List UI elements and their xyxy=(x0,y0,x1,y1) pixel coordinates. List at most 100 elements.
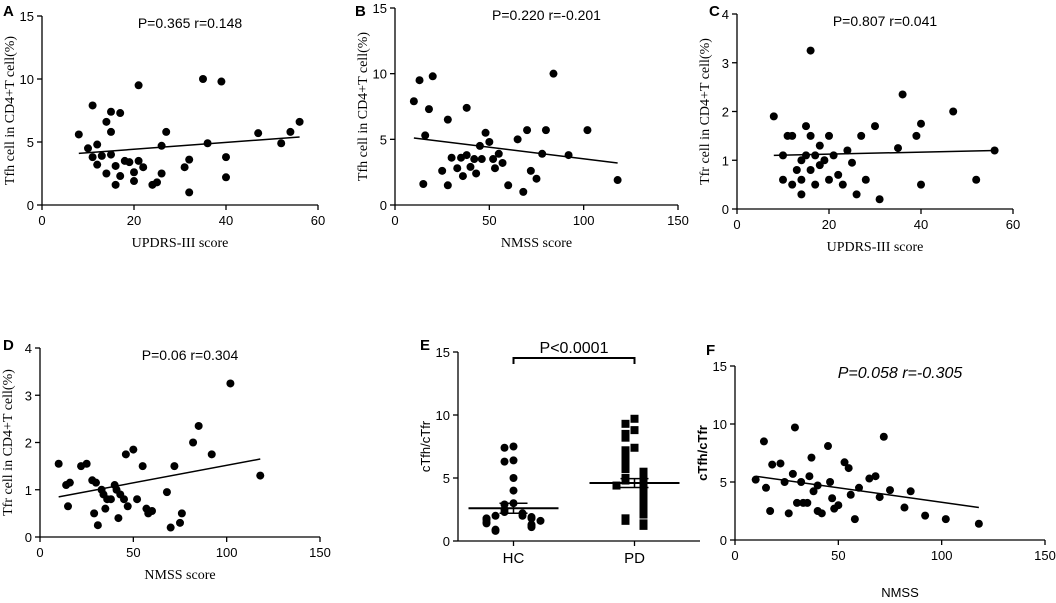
x-tick-label: 20 xyxy=(822,217,836,232)
point xyxy=(834,170,843,179)
point xyxy=(807,453,816,462)
point xyxy=(844,464,853,473)
x-tick-label: 60 xyxy=(311,213,325,228)
point xyxy=(630,443,639,452)
point xyxy=(621,476,630,485)
point xyxy=(840,458,849,467)
point xyxy=(157,141,166,150)
y-tick-label: 0 xyxy=(25,530,32,545)
point xyxy=(162,127,171,136)
point xyxy=(134,156,143,165)
point xyxy=(526,166,535,175)
point xyxy=(917,180,925,189)
point xyxy=(415,76,424,85)
point xyxy=(498,158,507,167)
point xyxy=(825,175,833,184)
x-tick-label: 0 xyxy=(36,545,43,560)
point xyxy=(491,526,500,535)
point xyxy=(871,122,879,131)
point xyxy=(769,112,778,121)
point xyxy=(185,155,194,164)
point xyxy=(941,515,950,524)
point xyxy=(114,514,123,523)
point xyxy=(93,140,102,149)
x-tick-label: 150 xyxy=(667,213,689,228)
y-tick-label: 0 xyxy=(720,533,727,548)
point xyxy=(107,150,115,159)
point xyxy=(513,135,522,144)
point xyxy=(84,144,92,153)
point xyxy=(494,149,503,158)
y-tick-label: 2 xyxy=(25,436,32,451)
point xyxy=(162,488,171,497)
point xyxy=(826,478,835,486)
point xyxy=(527,514,536,523)
point xyxy=(102,169,111,178)
y-axis-label: cTfh/cTfr xyxy=(695,425,710,481)
point xyxy=(458,172,467,181)
y-tick-label: 15 xyxy=(713,359,727,374)
y-tick-label: 15 xyxy=(373,1,387,16)
point xyxy=(130,177,138,186)
point xyxy=(875,493,884,502)
point xyxy=(776,459,785,468)
point xyxy=(93,521,102,530)
point xyxy=(462,103,471,112)
y-tick-label: 0 xyxy=(722,202,729,217)
point xyxy=(438,166,447,175)
point xyxy=(802,122,810,131)
annotation: P<0.0001 xyxy=(540,340,609,357)
point xyxy=(421,131,430,140)
point xyxy=(424,105,433,114)
significance-bracket xyxy=(512,357,636,364)
x-tick-label: 0 xyxy=(391,213,398,228)
point xyxy=(481,128,490,137)
point xyxy=(111,180,120,189)
point xyxy=(825,131,833,140)
point xyxy=(254,129,263,138)
point xyxy=(419,179,428,188)
point xyxy=(838,180,847,189)
y-axis-label: cTfh/cTfr xyxy=(418,420,433,472)
point xyxy=(170,462,179,471)
point xyxy=(792,166,801,174)
point xyxy=(865,474,874,483)
point xyxy=(153,178,161,187)
point xyxy=(806,166,815,174)
point xyxy=(489,155,498,164)
point xyxy=(621,433,630,442)
point xyxy=(523,126,532,135)
point xyxy=(972,175,981,184)
panel-label: F xyxy=(706,342,715,359)
point xyxy=(120,495,128,504)
x-tick-label: 150 xyxy=(309,545,331,560)
point xyxy=(805,472,814,481)
point xyxy=(793,498,801,507)
panel-label: B xyxy=(355,3,366,20)
point xyxy=(409,97,418,106)
y-tick-label: 5 xyxy=(443,471,450,486)
point xyxy=(102,117,111,126)
point xyxy=(788,469,797,478)
point xyxy=(121,450,130,459)
point xyxy=(138,462,147,471)
y-tick-label: 10 xyxy=(20,72,34,87)
point xyxy=(500,443,509,452)
point xyxy=(768,460,777,469)
x-tick-label: HC xyxy=(503,550,525,567)
x-tick-label: 100 xyxy=(931,548,953,563)
point xyxy=(906,487,915,496)
point xyxy=(834,501,843,510)
x-axis-label: NMSS score xyxy=(501,236,572,251)
point xyxy=(621,465,630,474)
y-tick-label: 1 xyxy=(722,153,729,168)
y-tick-label: 10 xyxy=(373,67,387,82)
point xyxy=(106,495,115,504)
point xyxy=(176,518,184,527)
panel-label: C xyxy=(709,3,720,20)
point xyxy=(894,144,902,153)
y-tick-label: 2 xyxy=(722,105,729,120)
point xyxy=(82,459,91,468)
point xyxy=(286,127,295,136)
point xyxy=(549,69,558,78)
